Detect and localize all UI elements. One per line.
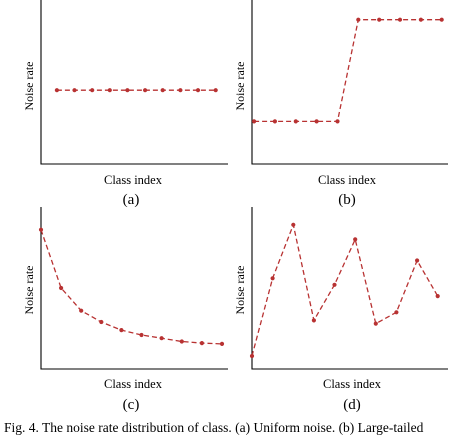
axes (251, 207, 448, 370)
data-point (332, 282, 337, 287)
data-point (353, 237, 358, 242)
data-point (159, 336, 164, 341)
data-point (397, 17, 403, 22)
y-axis-label: Noise rate (22, 266, 36, 315)
data-point (179, 339, 184, 344)
data-point (293, 119, 298, 124)
data-point (415, 258, 420, 263)
series-line (254, 19, 442, 123)
data-point (356, 17, 361, 22)
data-point (439, 17, 444, 22)
data-point (38, 227, 44, 232)
panel-label: (d) (343, 397, 361, 413)
data-point (139, 332, 144, 338)
data-point (272, 119, 277, 124)
x-axis-label: Class index (318, 173, 377, 187)
axes (40, 207, 228, 370)
data-point (418, 17, 423, 22)
data-point (72, 88, 77, 93)
axes (40, 0, 228, 165)
data-point (54, 88, 60, 93)
panel-d: Noise rate Class index (d) (233, 207, 448, 413)
data-point (119, 328, 124, 333)
data-point (213, 88, 218, 93)
data-point (59, 285, 64, 291)
x-axis-label: Class index (104, 173, 163, 187)
data-point (79, 308, 84, 313)
panel-label: (a) (123, 192, 140, 208)
data-point (90, 88, 95, 93)
y-axis-label: Noise rate (22, 62, 36, 111)
data-point (178, 88, 183, 93)
data-point (314, 119, 319, 124)
data-point (219, 341, 225, 346)
data-point (311, 318, 316, 323)
data-point (160, 88, 165, 93)
axes (251, 0, 448, 165)
data-point (125, 88, 130, 93)
data-point (435, 294, 440, 299)
data-point (394, 310, 399, 315)
y-axis-label: Noise rate (233, 62, 247, 111)
data-point (199, 341, 204, 346)
data-point (291, 222, 296, 227)
panel-c: Noise rate Class index (c) (22, 207, 228, 413)
panel-b: Noise rate Class index (b) (233, 0, 448, 208)
y-axis-label: Noise rate (233, 266, 247, 315)
data-point (270, 276, 275, 281)
series-line (40, 229, 223, 345)
panel-label: (b) (338, 192, 356, 208)
data-point (143, 88, 148, 93)
x-axis-label: Class index (323, 377, 382, 391)
panel-a: Noise rate Class index (a) (22, 0, 228, 208)
data-point (373, 321, 378, 326)
x-axis-label: Class index (104, 377, 163, 391)
data-point (195, 88, 201, 93)
data-point (252, 119, 257, 124)
data-point (377, 17, 382, 22)
data-point (249, 353, 255, 359)
data-point (335, 119, 340, 124)
figure-caption: Fig. 4. The noise rate distribution of c… (4, 420, 424, 435)
data-point (107, 88, 112, 93)
series-line (251, 222, 439, 357)
panel-label: (c) (123, 397, 140, 413)
data-point (99, 319, 104, 325)
